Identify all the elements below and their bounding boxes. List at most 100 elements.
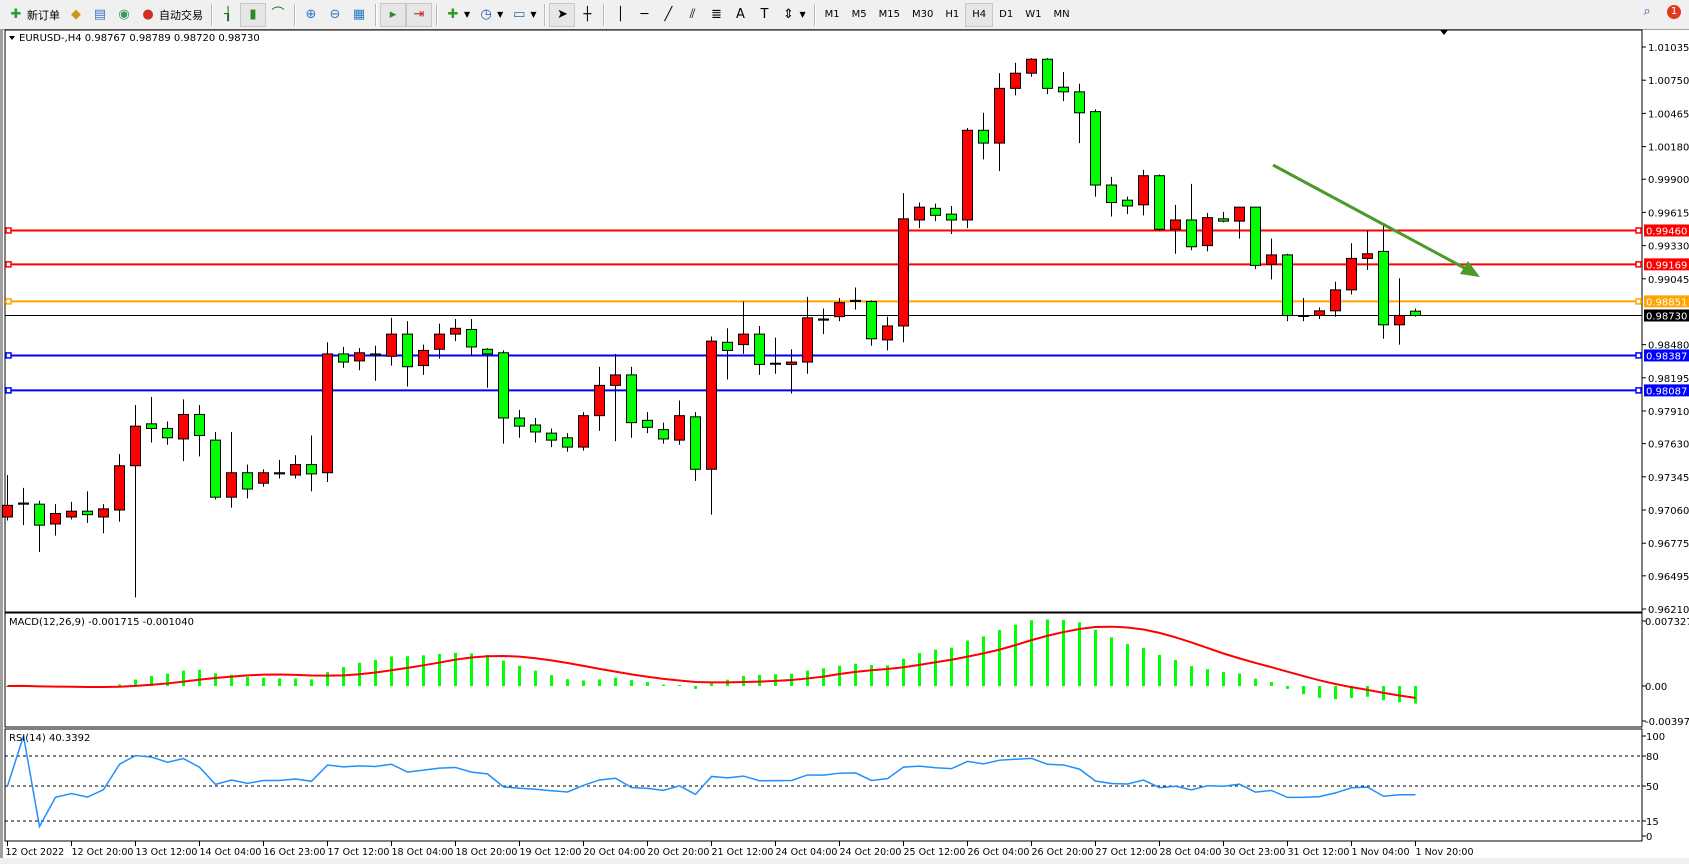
bear-candle[interactable] — [1154, 175, 1165, 230]
trendline[interactable] — [1272, 163, 1471, 273]
bear-candle[interactable] — [626, 374, 637, 424]
auto-trading-button[interactable]: ● 自动交易 — [136, 3, 207, 27]
bear-candle[interactable] — [1218, 218, 1229, 222]
line-anchor-handle[interactable] — [5, 387, 12, 394]
bull-candle[interactable] — [322, 353, 333, 474]
bull-candle[interactable] — [66, 510, 77, 518]
indicators-button[interactable]: ✚ ▼ — [441, 3, 474, 27]
line-anchor-handle[interactable] — [5, 227, 12, 234]
bull-candle[interactable] — [434, 333, 445, 350]
bear-candle[interactable] — [1074, 91, 1085, 114]
arrows-button[interactable]: ⇕ ▼ — [776, 3, 809, 27]
bull-candle[interactable] — [850, 299, 861, 303]
bull-candle[interactable] — [1234, 206, 1245, 222]
timeframe-m5[interactable]: M5 — [851, 9, 867, 20]
bull-candle[interactable] — [882, 325, 893, 341]
bear-candle[interactable] — [1298, 314, 1309, 317]
search-icon[interactable]: ⌕ — [1643, 4, 1651, 19]
bull-candle[interactable] — [610, 374, 621, 386]
bear-candle[interactable] — [194, 413, 205, 436]
bull-candle[interactable] — [1314, 310, 1325, 316]
bull-candle[interactable] — [386, 333, 397, 357]
bull-candle[interactable] — [706, 340, 717, 470]
bull-candle[interactable] — [994, 87, 1005, 144]
bull-candle[interactable] — [786, 361, 797, 365]
bear-candle[interactable] — [1058, 86, 1069, 93]
bull-candle[interactable] — [1330, 289, 1341, 312]
bull-candle[interactable] — [354, 352, 365, 362]
bear-candle[interactable] — [978, 129, 989, 144]
bull-candle[interactable] — [1266, 254, 1277, 265]
bull-candle[interactable] — [290, 464, 301, 476]
templates-button[interactable]: ▭ ▼ — [507, 3, 540, 27]
bull-candle[interactable] — [226, 472, 237, 498]
bull-candle[interactable] — [178, 413, 189, 440]
bull-candle[interactable] — [50, 513, 61, 525]
bear-candle[interactable] — [930, 207, 941, 216]
bull-candle[interactable] — [818, 318, 829, 321]
bull-candle[interactable] — [1026, 58, 1037, 74]
bear-candle[interactable] — [1378, 250, 1389, 326]
bull-candle[interactable] — [738, 333, 749, 346]
bear-candle[interactable] — [1410, 310, 1421, 316]
timeframe-m30[interactable]: M30 — [911, 9, 934, 20]
bear-candle[interactable] — [162, 427, 173, 439]
bull-candle[interactable] — [98, 508, 109, 518]
periods-button[interactable]: ◷ ▼ — [474, 3, 507, 27]
candlestick-button[interactable]: ▮ — [240, 2, 266, 27]
bull-candle[interactable] — [18, 502, 29, 505]
timeframe-w1[interactable]: W1 — [1025, 9, 1042, 20]
bull-candle[interactable] — [2, 504, 13, 518]
timeframe-m15[interactable]: M15 — [878, 9, 900, 20]
bear-candle[interactable] — [722, 341, 733, 351]
auto-scroll-button[interactable]: ▸ — [380, 2, 406, 27]
bull-candle[interactable] — [258, 472, 269, 484]
bear-candle[interactable] — [1090, 111, 1101, 186]
bear-candle[interactable] — [1250, 206, 1261, 266]
timeframe-d1[interactable]: D1 — [999, 9, 1014, 20]
equidistant-channel-button[interactable]: ⫽ — [680, 3, 704, 27]
bear-candle[interactable] — [402, 333, 413, 368]
horizontal-line-button[interactable]: ─ — [632, 3, 656, 27]
fibonacci-button[interactable]: ≣ — [704, 3, 728, 27]
signals-button[interactable]: ◉ — [112, 3, 136, 27]
new-order-button[interactable]: ✚ 新订单 — [4, 3, 64, 27]
bear-candle[interactable] — [1186, 219, 1197, 248]
bull-candle[interactable] — [1346, 257, 1357, 291]
timeframe-h1[interactable]: H1 — [945, 9, 960, 20]
line-chart-button[interactable]: ⌒ — [266, 3, 290, 27]
bull-candle[interactable] — [1010, 72, 1021, 89]
bar-chart-button[interactable]: ┧ — [216, 3, 240, 27]
bear-candle[interactable] — [1122, 199, 1133, 207]
line-anchor-handle[interactable] — [5, 298, 12, 305]
tile-windows-button[interactable]: ▦ — [347, 3, 371, 27]
zoom-out-button[interactable]: ⊖ — [323, 3, 347, 27]
bear-candle[interactable] — [642, 419, 653, 428]
line-anchor-handle[interactable] — [1635, 387, 1642, 394]
bear-candle[interactable] — [514, 417, 525, 427]
bull-candle[interactable] — [962, 129, 973, 221]
bear-candle[interactable] — [1282, 254, 1293, 316]
trendline-button[interactable]: ╱ — [656, 3, 680, 27]
bull-candle[interactable] — [274, 472, 285, 475]
bull-candle[interactable] — [450, 327, 461, 335]
timeframe-m1[interactable]: M1 — [824, 9, 840, 20]
line-anchor-handle[interactable] — [5, 352, 12, 359]
bear-candle[interactable] — [562, 437, 573, 448]
crosshair-button[interactable]: ┼ — [575, 3, 599, 27]
navigator-button[interactable]: ▤ — [88, 3, 112, 27]
bull-candle[interactable] — [802, 317, 813, 363]
bear-candle[interactable] — [1106, 184, 1117, 204]
bear-candle[interactable] — [370, 353, 381, 356]
notification-badge[interactable]: 1 — [1667, 5, 1681, 19]
chart-shift-marker-icon[interactable] — [1440, 30, 1448, 35]
bull-candle[interactable] — [1394, 314, 1405, 326]
bear-candle[interactable] — [242, 472, 253, 490]
bear-candle[interactable] — [1042, 58, 1053, 89]
bull-candle[interactable] — [594, 384, 605, 417]
timeframe-h4[interactable]: H4 — [965, 2, 994, 27]
bear-candle[interactable] — [754, 333, 765, 365]
bull-candle[interactable] — [674, 415, 685, 441]
line-anchor-handle[interactable] — [1635, 298, 1642, 305]
bear-candle[interactable] — [530, 424, 541, 433]
